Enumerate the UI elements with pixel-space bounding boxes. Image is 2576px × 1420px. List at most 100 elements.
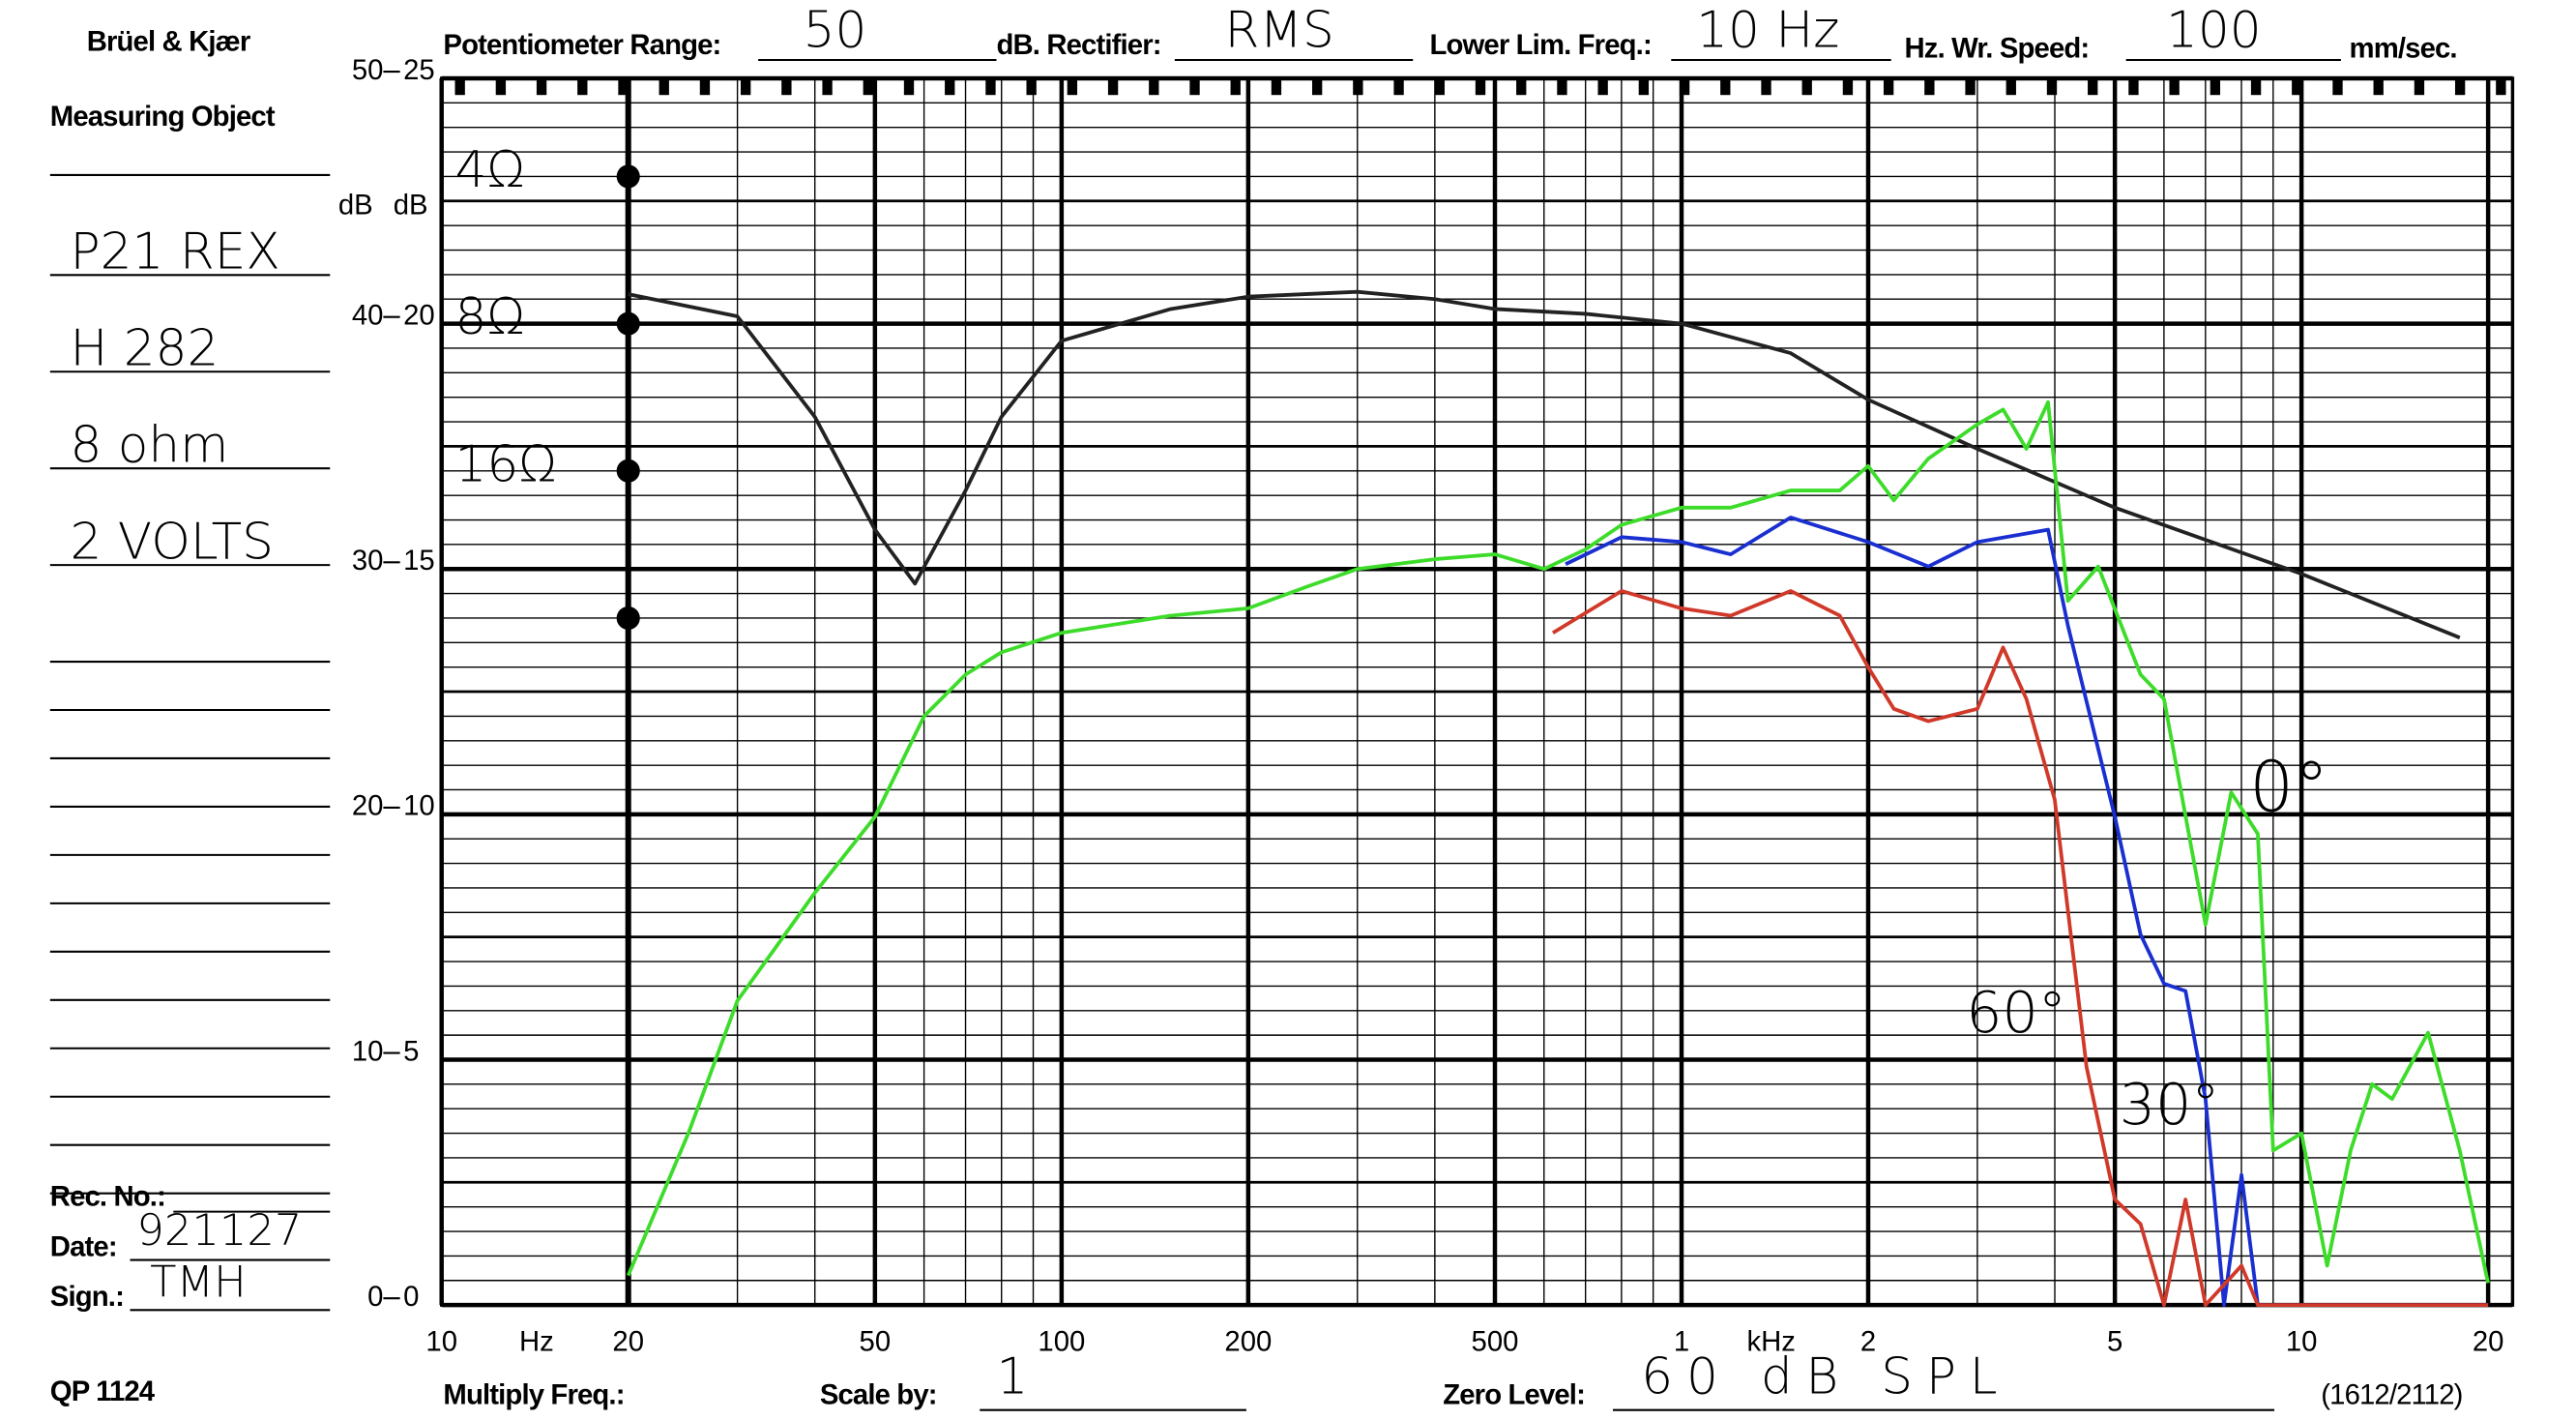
- paper-notch: [1801, 77, 1812, 96]
- y2-axis-label: dB: [394, 189, 428, 221]
- paper-notch: [2005, 77, 2016, 96]
- object-lines: P21 REX H 282 8 ohm 2 VOLTS: [49, 223, 331, 1195]
- x-tick-label: 5: [2107, 1325, 2122, 1357]
- marks: 4Ω 8Ω 16Ω 0° 30° 60°: [455, 77, 2490, 1308]
- field-value: H 282: [70, 320, 219, 378]
- paper-notch: [536, 77, 547, 96]
- series-line: [626, 399, 2490, 1284]
- brand: Brüel & Kjær: [87, 26, 250, 58]
- series-line: [628, 289, 2461, 639]
- paper-notch: [1516, 77, 1527, 96]
- paper-notch: [1271, 77, 1282, 96]
- paper-notch: [1597, 77, 1608, 96]
- paper-notch: [863, 77, 873, 96]
- x-tick-label: 20: [2473, 1325, 2504, 1357]
- paper-notch: [1883, 77, 1894, 96]
- paper-notch: [2414, 77, 2425, 96]
- paper-notch: [985, 77, 996, 96]
- field-label: mm/sec.: [2350, 32, 2457, 64]
- field-label: Lower Lim. Freq.:: [1429, 29, 1651, 61]
- impedance-label: 16Ω: [455, 435, 557, 493]
- y-tick-label: 30: [352, 545, 384, 577]
- impedance-label: 4Ω: [455, 141, 525, 199]
- field-value: 60 dB SPL: [1641, 1348, 2010, 1406]
- x-tick-label: 10: [425, 1325, 457, 1357]
- field-label: Multiply Freq.:: [443, 1379, 624, 1411]
- paper-notch: [740, 77, 751, 96]
- paper-notch: [1924, 77, 1935, 96]
- series-line: [1565, 516, 2489, 1308]
- paper-notch: [1761, 77, 1771, 96]
- field-value: 8 ohm: [70, 416, 228, 474]
- y2-tick-label: 10: [403, 790, 435, 822]
- paper-notch: [2292, 77, 2302, 96]
- paper-notch: [1965, 77, 1976, 96]
- y-axis-label: dB: [338, 189, 373, 221]
- paper-notch: [2210, 77, 2221, 96]
- paper-notch: [1720, 77, 1731, 96]
- paper-notch: [1026, 77, 1037, 96]
- x-tick-label: 20: [612, 1325, 644, 1357]
- paper-notch: [1230, 77, 1241, 96]
- y-tick-label: 40: [352, 299, 384, 331]
- field-label: Measuring Object: [50, 101, 276, 133]
- y2-tick-label: 5: [403, 1035, 419, 1067]
- x-tick-label: 1: [1674, 1325, 1689, 1357]
- paper-notch: [903, 77, 915, 96]
- paper-notch: [2496, 77, 2506, 96]
- field-value: TMH: [150, 1256, 247, 1307]
- paper-notch: [618, 77, 629, 96]
- field-label: Hz. Wr. Speed:: [1905, 32, 2090, 64]
- paper-notch: [2128, 77, 2139, 96]
- paper-notch: [1067, 77, 1078, 96]
- impedance-mark: [616, 164, 640, 189]
- x-tick-label: 2: [1860, 1325, 1876, 1357]
- field-label: Scale by:: [820, 1379, 937, 1411]
- field-label: dB. Rectifier:: [996, 29, 1160, 61]
- field-value: 50: [804, 1, 867, 59]
- paper-notch: [1842, 77, 1854, 96]
- y2-tick-label: 15: [403, 545, 435, 577]
- paper-notch: [781, 77, 792, 96]
- field-value: RMS: [1225, 1, 1334, 59]
- field-label: Zero Level:: [1443, 1379, 1585, 1411]
- paper-notch: [822, 77, 833, 96]
- field-label: Sign.:: [50, 1281, 124, 1313]
- paper-notch: [1638, 77, 1650, 96]
- paper-notch: [454, 77, 465, 96]
- field-value: 10 Hz: [1696, 1, 1839, 59]
- paper-notch: [1149, 77, 1159, 96]
- y-tick-label: 0: [367, 1281, 383, 1313]
- paper-notch: [1393, 77, 1404, 96]
- paper-notch: [1189, 77, 1200, 96]
- paper-notch: [1107, 77, 1119, 96]
- field-value: P21 REX: [70, 223, 279, 281]
- field-value: 100: [2166, 1, 2262, 59]
- paper-notch: [1311, 77, 1323, 96]
- series-label: 60°: [1966, 980, 2066, 1046]
- impedance-mark: [616, 606, 640, 631]
- x-tick-label: 100: [1038, 1325, 1085, 1357]
- paper-notch: [1679, 77, 1690, 96]
- field-value: 921127: [136, 1204, 302, 1256]
- paper-notch: [495, 77, 507, 96]
- field-label: Rec. No.:: [50, 1181, 165, 1213]
- x-tick-label: 500: [1472, 1325, 1519, 1357]
- impedance-label: 8Ω: [455, 288, 525, 346]
- x-unit: Hz: [519, 1325, 554, 1357]
- y2-tick-label: 20: [403, 299, 435, 331]
- paper-notch: [1475, 77, 1486, 96]
- paper-notch: [659, 77, 669, 96]
- paper-notch: [2088, 77, 2098, 96]
- paper-notch: [2169, 77, 2180, 96]
- x-unit: kHz: [1746, 1325, 1795, 1357]
- paper-notch: [1557, 77, 1567, 96]
- field-label: Potentiometer Range:: [443, 29, 720, 61]
- y-tick-label: 20: [352, 790, 384, 822]
- field-value: 1: [996, 1348, 1028, 1406]
- form-code: QP 1124: [50, 1376, 156, 1407]
- paper-notch: [1353, 77, 1363, 96]
- series-label: 30°: [2120, 1072, 2220, 1138]
- field-value: 2 VOLTS: [70, 513, 274, 571]
